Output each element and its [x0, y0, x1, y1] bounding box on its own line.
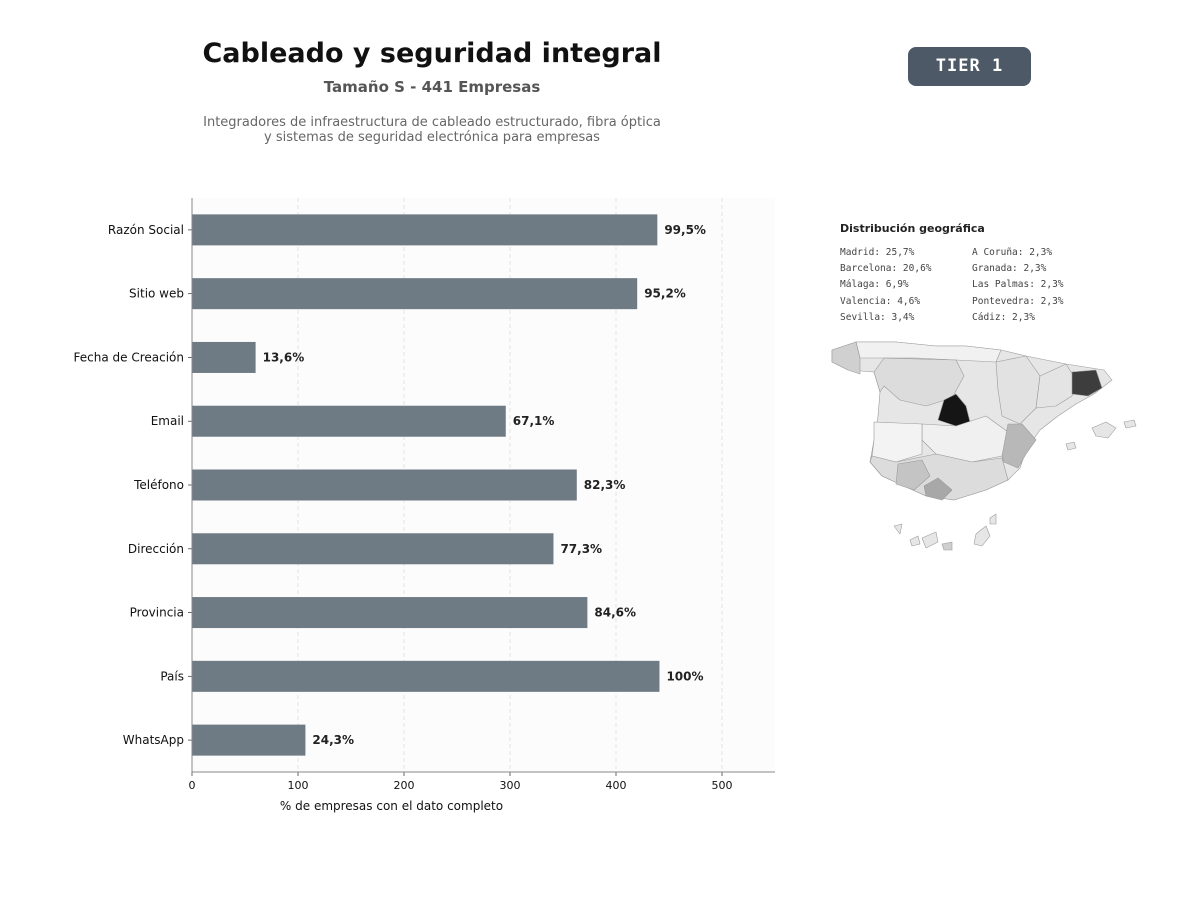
map-region-extremadura	[871, 421, 923, 463]
x-tick-label: 500	[712, 779, 733, 792]
description-line-2: y sistemas de seguridad electrónica para…	[264, 130, 600, 145]
map-region-aragon	[995, 355, 1041, 425]
map-region-cyl	[873, 357, 965, 407]
bar	[192, 341, 256, 373]
category-label: Dirección	[128, 542, 184, 556]
category-label: Razón Social	[108, 223, 184, 237]
map-region-canarias-3	[921, 531, 939, 549]
bar	[192, 214, 658, 246]
page-title: Cableado y seguridad integral	[202, 38, 662, 69]
bar	[192, 533, 554, 565]
bar	[192, 405, 506, 437]
category-label: Fecha de Creación	[74, 350, 184, 364]
data-label: 82,3%	[584, 478, 626, 492]
map-region-canarias-2	[909, 535, 921, 547]
geo-item: Cádiz: 2,3%	[972, 311, 1035, 323]
bar	[192, 278, 638, 310]
data-label: 99,5%	[664, 223, 706, 237]
data-label: 67,1%	[513, 414, 555, 428]
map-region-canarias-5	[973, 525, 991, 547]
map-region-malaga	[923, 477, 953, 501]
map-region-barcelona	[1071, 369, 1103, 397]
description-line-1: Integradores de infraestructura de cable…	[203, 115, 661, 130]
category-label: Teléfono	[133, 478, 184, 492]
geo-item: Sevilla: 3,4%	[840, 311, 915, 323]
category-label: Email	[151, 414, 184, 428]
map-region-canarias-1	[893, 523, 903, 535]
x-tick-label: 300	[500, 779, 521, 792]
geo-list-right: A Coruña: 2,3% Granada: 2,3% Las Palmas:…	[972, 246, 1064, 327]
category-label: WhatsApp	[123, 733, 184, 747]
tier-badge: TIER 1	[908, 47, 1031, 86]
map-region-menorca	[1123, 419, 1137, 429]
geo-item: Las Palmas: 2,3%	[972, 279, 1064, 291]
bar-chart: 0 100 200 300 400 500 Razón Social 99,5% Sitio w…	[74, 198, 775, 813]
x-tick-label: 0	[189, 779, 196, 792]
map-region-sevilla	[895, 459, 931, 491]
map-region-ibiza	[1065, 441, 1077, 451]
map-region-catalonia	[1035, 363, 1077, 409]
geo-item: Valencia: 4,6%	[840, 295, 921, 307]
bar	[192, 660, 660, 692]
x-tick-label: 100	[288, 779, 309, 792]
bar	[192, 469, 577, 501]
geo-item: A Coruña: 2,3%	[972, 247, 1053, 258]
geo-item: Madrid: 25,7%	[840, 247, 915, 258]
map-region-galicia	[831, 341, 861, 375]
data-label: 13,6%	[263, 350, 305, 364]
x-axis-label: % de empresas con el dato completo	[280, 799, 503, 813]
geo-item: Granada: 2,3%	[972, 263, 1047, 275]
geo-item: Málaga: 6,9%	[840, 279, 909, 291]
geo-list-left: Madrid: 25,7% Barcelona: 20,6% Málaga: 6…	[840, 246, 932, 327]
bar	[192, 724, 306, 756]
data-label: 77,3%	[560, 542, 602, 556]
x-tick-label: 400	[606, 779, 627, 792]
category-label: Provincia	[130, 606, 184, 620]
map-region-mallorca	[1091, 421, 1117, 439]
page-description: Integradores de infraestructura de cable…	[0, 115, 864, 145]
map-region-canarias-4	[941, 541, 953, 551]
data-label: 84,6%	[594, 606, 636, 620]
geo-item: Barcelona: 20,6%	[840, 263, 932, 275]
geo-title: Distribución geográfica	[840, 222, 985, 235]
geo-item: Pontevedra: 2,3%	[972, 295, 1064, 307]
data-label: 24,3%	[312, 733, 354, 747]
map-region-canarias-6	[989, 513, 997, 525]
x-tick-label: 200	[394, 779, 415, 792]
data-label: 100%	[666, 669, 703, 683]
data-label: 95,2%	[644, 287, 686, 301]
category-label: País	[160, 669, 184, 683]
bar	[192, 597, 588, 629]
map-region-valencia	[1001, 423, 1037, 469]
spain-map	[831, 341, 1137, 551]
category-label: Sitio web	[129, 287, 184, 301]
page-subtitle: Tamaño S - 441 Empresas	[323, 78, 541, 96]
